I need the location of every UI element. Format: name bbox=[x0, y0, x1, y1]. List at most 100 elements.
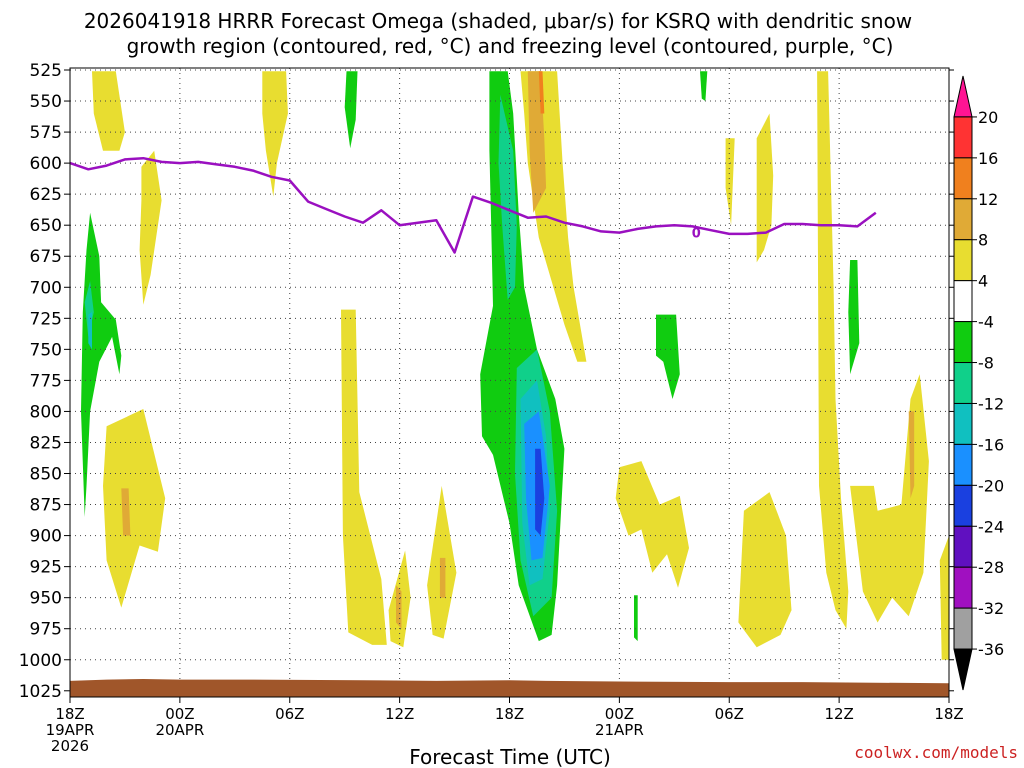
omega-region-29 bbox=[817, 71, 849, 629]
y-tick-label-925: 925 bbox=[30, 558, 62, 578]
colorbar-bin-5 bbox=[953, 280, 973, 323]
y-tick-label-625: 625 bbox=[30, 185, 62, 205]
colorbar-bin-8 bbox=[953, 402, 973, 445]
colorbar-bin-4 bbox=[953, 239, 973, 282]
ground-surface bbox=[70, 679, 949, 697]
y-tick-label-775: 775 bbox=[30, 371, 62, 391]
y-tick-label-1025: 1025 bbox=[19, 682, 62, 702]
x-tick-label-6-1: 20APR bbox=[155, 721, 204, 739]
x-tick-label-48-0: 18Z bbox=[934, 705, 963, 723]
colorbar-label-13: -36 bbox=[978, 640, 1004, 659]
x-tick-label-18-0: 12Z bbox=[385, 705, 414, 723]
x-tick-label-30-1: 21APR bbox=[595, 721, 644, 739]
x-tick-label-0-1: 19APR bbox=[46, 721, 95, 739]
y-tick-label-525: 525 bbox=[30, 61, 62, 81]
freezing-level-contour: 0 bbox=[70, 156, 877, 254]
y-tick-label-725: 725 bbox=[30, 309, 62, 329]
omega-colorbar: 20 16 12 8 4 -4 -8 -12 -16 -20 -24 -28 -32 -36 bbox=[953, 75, 1004, 691]
omega-region-25 bbox=[656, 314, 680, 399]
omega-region-27 bbox=[725, 138, 735, 226]
omega-region-2 bbox=[262, 71, 288, 197]
x-tick-label-0-0: 18Z bbox=[55, 705, 84, 723]
x-tick-label-6-0: 00Z bbox=[165, 705, 194, 723]
colorbar-label-1: 16 bbox=[978, 149, 998, 168]
omega-region-8 bbox=[121, 488, 131, 536]
colorbar-bin-12 bbox=[953, 566, 973, 609]
colorbar-label-5: -4 bbox=[978, 313, 994, 332]
colorbar-label-7: -12 bbox=[978, 394, 1004, 413]
chart-title-line-1: 2026041918 HRRR Forecast Omega (shaded, … bbox=[84, 9, 912, 33]
ground-fill bbox=[70, 679, 949, 697]
omega-region-19 bbox=[535, 448, 545, 536]
colorbar-bin-9 bbox=[953, 443, 973, 486]
y-tick-label-975: 975 bbox=[30, 620, 62, 640]
omega-region-31 bbox=[738, 492, 792, 648]
colorbar-label-8: -16 bbox=[978, 435, 1004, 454]
omega-region-0 bbox=[92, 71, 125, 151]
y-tick-label-825: 825 bbox=[30, 433, 62, 453]
omega-region-30 bbox=[848, 260, 860, 375]
omega-region-4 bbox=[81, 212, 122, 518]
y-tick-label-700: 700 bbox=[30, 278, 62, 298]
colorbar-label-0: 20 bbox=[978, 108, 998, 127]
x-tick-label-42-0: 12Z bbox=[824, 705, 853, 723]
colorbar-bin-7 bbox=[953, 362, 973, 404]
y-tick-label-900: 900 bbox=[30, 527, 62, 547]
omega-region-13 bbox=[439, 557, 446, 598]
freezing-level-contour-label: 0 bbox=[692, 227, 701, 242]
x-tick-label-30-0: 00Z bbox=[605, 705, 634, 723]
freezing-level-line bbox=[70, 156, 877, 254]
colorbar-label-10: -24 bbox=[978, 517, 1004, 536]
omega-region-6 bbox=[88, 312, 92, 350]
colorbar-bin-0 bbox=[953, 75, 973, 118]
watermark: coolwx.com/models bbox=[854, 743, 1018, 762]
omega-region-22 bbox=[538, 71, 545, 114]
y-tick-label-575: 575 bbox=[30, 123, 62, 143]
omega-region-1 bbox=[139, 150, 162, 305]
y-tick-label-750: 750 bbox=[30, 340, 62, 360]
colorbar-label-12: -32 bbox=[978, 599, 1004, 618]
colorbar-label-11: -28 bbox=[978, 558, 1004, 577]
y-tick-label-675: 675 bbox=[30, 247, 62, 267]
omega-region-23 bbox=[615, 461, 689, 588]
y-tick-label-600: 600 bbox=[30, 154, 62, 174]
omega-region-5 bbox=[84, 281, 94, 337]
x-axis-label: Forecast Time (UTC) bbox=[409, 745, 611, 768]
colorbar-label-6: -8 bbox=[978, 354, 994, 373]
y-tick-label-1000: 1000 bbox=[19, 651, 62, 671]
colorbar-label-3: 8 bbox=[978, 231, 988, 250]
omega-region-34 bbox=[939, 535, 949, 660]
colorbar-bin-14 bbox=[953, 648, 973, 691]
colorbar-bin-10 bbox=[953, 484, 973, 527]
pressure-axis: 525 550 575 600 625 650 675 700 725 750 775 800 825 8… bbox=[19, 61, 954, 702]
colorbar-bin-2 bbox=[953, 157, 973, 200]
omega-region-32 bbox=[850, 374, 929, 623]
colorbar-label-4: 4 bbox=[978, 272, 988, 291]
x-tick-label-36-0: 06Z bbox=[715, 705, 744, 723]
x-tick-label-24-0: 18Z bbox=[495, 705, 524, 723]
omega-shading bbox=[81, 71, 949, 660]
y-tick-label-650: 650 bbox=[30, 216, 62, 236]
colorbar-bin-1 bbox=[953, 116, 973, 159]
omega-region-24 bbox=[634, 595, 638, 642]
chart-title-line-2: growth region (contoured, red, °C) and f… bbox=[127, 34, 894, 58]
omega-region-33 bbox=[908, 411, 915, 499]
colorbar-label-9: -20 bbox=[978, 476, 1004, 495]
y-tick-label-850: 850 bbox=[30, 465, 62, 485]
x-tick-label-0-2: 2026 bbox=[51, 737, 89, 755]
omega-region-26 bbox=[700, 71, 708, 101]
colorbar-bin-6 bbox=[953, 321, 973, 364]
omega-region-11 bbox=[396, 585, 402, 629]
colorbar-bin-3 bbox=[953, 198, 973, 241]
y-tick-label-800: 800 bbox=[30, 402, 62, 422]
colorbar-bin-13 bbox=[953, 607, 973, 650]
omega-region-3 bbox=[344, 71, 358, 149]
plot-area: 0 bbox=[69, 67, 950, 698]
omega-region-9 bbox=[341, 309, 387, 645]
y-tick-label-550: 550 bbox=[30, 92, 62, 112]
y-tick-label-875: 875 bbox=[30, 496, 62, 516]
y-tick-label-950: 950 bbox=[30, 589, 62, 609]
omega-region-7 bbox=[103, 409, 166, 608]
